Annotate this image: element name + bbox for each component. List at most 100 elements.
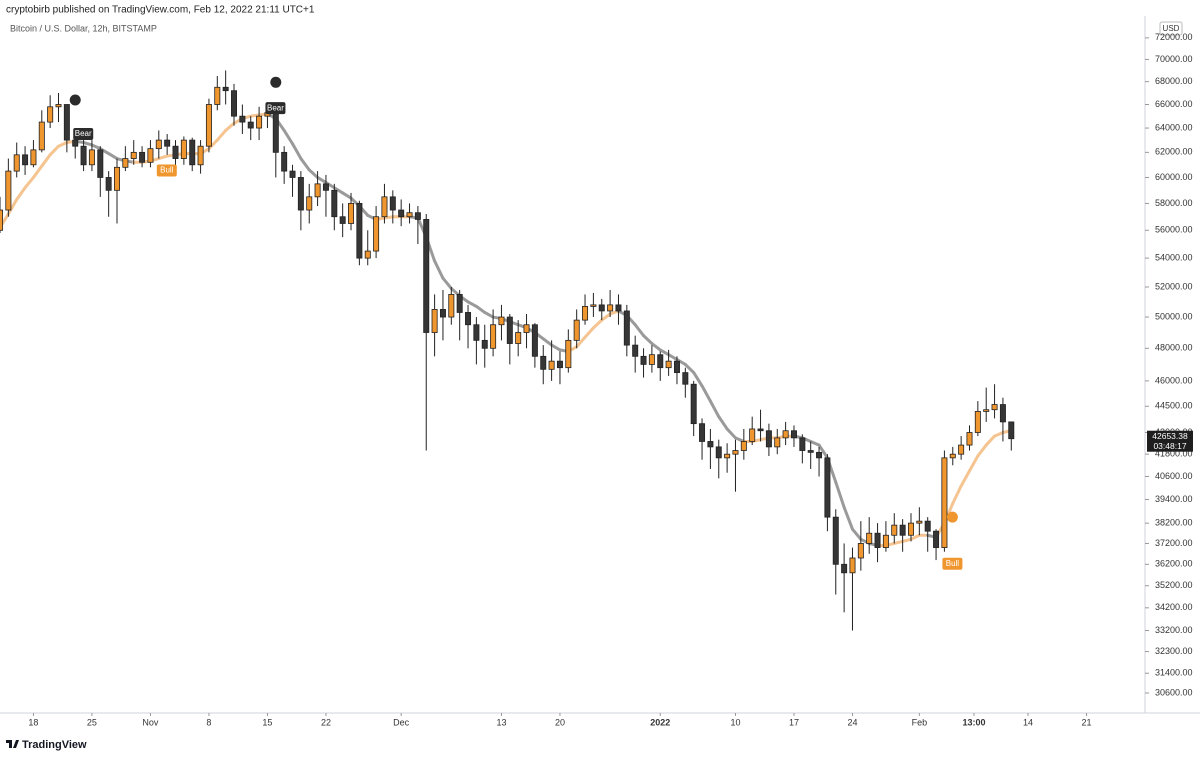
candle xyxy=(473,317,480,365)
candle-body xyxy=(690,383,697,425)
x-tick-label: 17 xyxy=(789,717,799,727)
candle xyxy=(816,446,823,477)
candle-body xyxy=(882,534,889,548)
candle xyxy=(799,434,806,464)
candle-body xyxy=(807,450,814,453)
candle-body xyxy=(565,339,572,369)
candle-body xyxy=(5,170,12,211)
candle xyxy=(13,142,20,178)
candle-body xyxy=(222,86,229,92)
x-tick-label: 10 xyxy=(730,717,740,727)
candle-body xyxy=(364,250,371,259)
candle-body xyxy=(598,304,605,312)
signal-dot xyxy=(946,511,958,523)
candle-body xyxy=(414,212,421,220)
ma-segment xyxy=(850,527,863,541)
candle xyxy=(239,104,246,135)
candle-body xyxy=(80,145,87,166)
bear-label: Bear xyxy=(73,128,94,141)
label-text: Bull xyxy=(160,166,174,175)
candle-body xyxy=(573,319,580,341)
candle-body xyxy=(155,139,162,150)
candle-body xyxy=(189,139,196,166)
candle xyxy=(55,92,62,123)
ma-segment xyxy=(307,168,320,179)
ma-segment xyxy=(433,259,445,280)
bear-label: Bear xyxy=(265,102,286,115)
y-tick-label: 32300.00 xyxy=(1155,646,1193,656)
ma-segment xyxy=(316,175,328,185)
x-tick-label: Feb xyxy=(912,717,928,727)
candle-body xyxy=(13,154,20,172)
ma-segment xyxy=(6,197,19,216)
candle-body xyxy=(632,344,639,357)
candle xyxy=(155,130,162,159)
ma-segment xyxy=(993,431,1005,438)
publish-info: cryptobirb published on TradingView.com,… xyxy=(6,5,315,16)
ma-segment xyxy=(809,439,821,447)
currency: USD xyxy=(1163,24,1180,33)
candle-body xyxy=(590,304,597,307)
candle xyxy=(573,309,580,349)
ma-segment xyxy=(700,384,712,403)
candle xyxy=(841,543,848,613)
candle-body xyxy=(732,450,739,455)
candle-body xyxy=(180,139,187,159)
candle xyxy=(114,158,120,224)
ma-segment xyxy=(575,335,587,349)
candle-body xyxy=(172,145,179,159)
candle xyxy=(983,387,990,422)
candle xyxy=(749,416,756,446)
candle xyxy=(348,192,355,231)
ma-segment xyxy=(683,362,696,375)
candle xyxy=(640,348,647,378)
candle-body xyxy=(22,154,29,166)
candle-body xyxy=(139,151,146,163)
candle-body xyxy=(55,104,62,108)
y-tick-label: 62000.00 xyxy=(1155,147,1193,157)
candle xyxy=(331,183,338,231)
candle xyxy=(707,428,714,469)
candle-body xyxy=(623,310,630,346)
candle xyxy=(774,428,781,455)
ma-segment xyxy=(441,276,453,290)
ma-segment xyxy=(692,371,704,388)
candle xyxy=(456,289,463,341)
x-tick-label: 25 xyxy=(87,717,97,727)
candle xyxy=(849,547,856,631)
candle-body xyxy=(0,209,3,231)
candle-body xyxy=(673,360,680,374)
candle xyxy=(423,214,430,451)
candle-body xyxy=(373,216,380,252)
candle xyxy=(699,418,706,460)
candle xyxy=(515,320,522,357)
candle xyxy=(732,439,739,492)
candle xyxy=(222,70,229,105)
candle xyxy=(632,335,639,373)
ma-segment xyxy=(733,436,746,443)
y-tick-label: 56000.00 xyxy=(1155,225,1193,235)
candle-body xyxy=(381,196,388,218)
candle xyxy=(147,140,154,168)
candle-body xyxy=(389,196,396,211)
candle xyxy=(189,137,196,172)
candle-body xyxy=(665,360,672,369)
candle xyxy=(406,203,413,224)
candle xyxy=(281,146,288,184)
candle xyxy=(164,134,171,155)
x-tick-label: 14 xyxy=(1023,717,1033,727)
y-tick-label: 48000.00 xyxy=(1155,343,1193,353)
x-tick-label: 8 xyxy=(206,717,211,727)
candle xyxy=(991,384,998,419)
candle xyxy=(506,313,513,365)
candle xyxy=(949,446,956,466)
candle xyxy=(715,439,722,479)
candle-body xyxy=(331,189,338,218)
candle xyxy=(824,454,831,532)
candle xyxy=(88,140,95,172)
candle-body xyxy=(974,411,981,433)
candle-body xyxy=(473,324,480,341)
ma-segment xyxy=(667,353,679,362)
chart-title: Bitcoin / U.S. Dollar, 12h, BITSTAMP xyxy=(10,23,157,33)
